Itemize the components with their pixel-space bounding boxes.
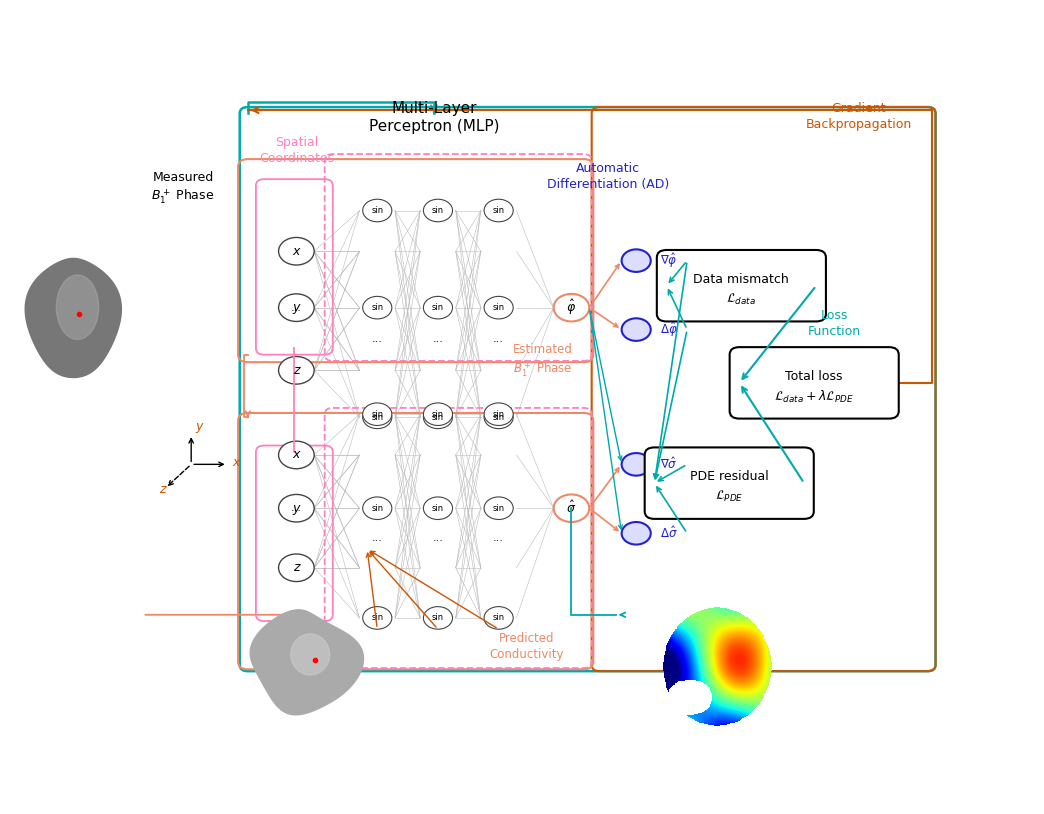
Circle shape	[362, 497, 392, 519]
Text: Automatic
Differentiation (AD): Automatic Differentiation (AD)	[547, 161, 669, 190]
Polygon shape	[56, 275, 98, 339]
Text: z: z	[293, 364, 300, 377]
Text: sin: sin	[432, 413, 444, 422]
Polygon shape	[251, 610, 363, 715]
Text: z: z	[293, 562, 300, 574]
Circle shape	[279, 357, 314, 384]
Text: sin: sin	[432, 409, 444, 418]
Circle shape	[279, 554, 314, 581]
Text: $\mathcal{L}_{PDE}$: $\mathcal{L}_{PDE}$	[715, 489, 743, 505]
Text: ...: ...	[372, 533, 383, 543]
Circle shape	[484, 497, 514, 519]
Circle shape	[553, 494, 589, 522]
Text: y: y	[292, 501, 300, 514]
Circle shape	[279, 441, 314, 469]
Text: $z$: $z$	[159, 484, 168, 497]
FancyBboxPatch shape	[730, 347, 899, 418]
Text: x: x	[292, 449, 300, 462]
Text: $\nabla\hat{\varphi}$: $\nabla\hat{\varphi}$	[661, 252, 678, 270]
Circle shape	[362, 403, 392, 426]
Text: ...: ...	[493, 334, 504, 344]
Text: sin: sin	[372, 504, 383, 513]
Text: x: x	[292, 245, 300, 258]
Text: ...: ...	[432, 533, 444, 543]
Text: y: y	[292, 301, 300, 314]
Text: sin: sin	[493, 303, 504, 312]
Circle shape	[484, 606, 514, 629]
Circle shape	[621, 522, 650, 545]
Circle shape	[362, 199, 392, 221]
Text: $\hat{\sigma}$: $\hat{\sigma}$	[566, 500, 576, 516]
Text: sin: sin	[493, 409, 504, 418]
Circle shape	[484, 199, 514, 221]
Text: Multi-Layer
Perceptron (MLP): Multi-Layer Perceptron (MLP)	[369, 101, 499, 134]
Circle shape	[424, 606, 452, 629]
Text: $\mathcal{L}_{data}$: $\mathcal{L}_{data}$	[727, 292, 756, 307]
Circle shape	[484, 403, 514, 426]
Text: Estimated
$B_1^+$ Phase: Estimated $B_1^+$ Phase	[514, 343, 573, 379]
Circle shape	[424, 497, 452, 519]
Circle shape	[279, 238, 314, 265]
Circle shape	[362, 296, 392, 319]
Polygon shape	[25, 258, 121, 378]
Text: sin: sin	[432, 614, 444, 623]
Circle shape	[424, 403, 452, 426]
Circle shape	[621, 318, 650, 341]
Text: ...: ...	[291, 503, 302, 513]
Text: sin: sin	[372, 206, 383, 215]
FancyBboxPatch shape	[657, 250, 826, 322]
Text: ...: ...	[432, 334, 444, 344]
Text: $\mathcal{L}_{data} + \lambda\mathcal{L}_{PDE}$: $\mathcal{L}_{data} + \lambda\mathcal{L}…	[775, 388, 854, 405]
Circle shape	[621, 453, 650, 475]
Text: sin: sin	[432, 303, 444, 312]
Text: sin: sin	[432, 206, 444, 215]
Circle shape	[362, 606, 392, 629]
Text: sin: sin	[372, 413, 383, 422]
Text: sin: sin	[493, 504, 504, 513]
FancyBboxPatch shape	[645, 448, 813, 519]
Circle shape	[553, 294, 589, 322]
Text: Data mismatch: Data mismatch	[693, 273, 789, 286]
Text: $\Delta\hat{\sigma}$: $\Delta\hat{\sigma}$	[661, 525, 679, 541]
Text: ...: ...	[493, 533, 504, 543]
Text: sin: sin	[372, 409, 383, 418]
Circle shape	[424, 296, 452, 319]
Circle shape	[484, 406, 514, 429]
Text: ...: ...	[291, 303, 302, 313]
Text: $y$: $y$	[195, 421, 205, 435]
Text: $\nabla\hat{\sigma}$: $\nabla\hat{\sigma}$	[661, 457, 679, 472]
Text: Loss
Function: Loss Function	[808, 309, 861, 338]
Circle shape	[424, 199, 452, 221]
Text: Measured
$B_1^+$ Phase: Measured $B_1^+$ Phase	[151, 171, 215, 207]
Text: $\Delta\hat{\varphi}$: $\Delta\hat{\varphi}$	[661, 320, 679, 339]
Text: sin: sin	[372, 303, 383, 312]
Text: Gradient
Backpropagation: Gradient Backpropagation	[806, 102, 911, 131]
Polygon shape	[291, 634, 330, 675]
Text: sin: sin	[493, 206, 504, 215]
Text: $\hat{\varphi}$: $\hat{\varphi}$	[567, 298, 576, 317]
Text: Spatial
Coordinates: Spatial Coordinates	[259, 137, 334, 165]
Circle shape	[424, 406, 452, 429]
Text: sin: sin	[493, 413, 504, 422]
Text: Total loss: Total loss	[785, 370, 843, 383]
Text: $x$: $x$	[232, 456, 241, 469]
Circle shape	[484, 296, 514, 319]
Text: PDE residual: PDE residual	[690, 470, 768, 484]
Text: sin: sin	[432, 504, 444, 513]
Circle shape	[362, 406, 392, 429]
Circle shape	[279, 294, 314, 322]
Circle shape	[621, 249, 650, 272]
Text: ...: ...	[372, 334, 383, 344]
Text: sin: sin	[493, 614, 504, 623]
Text: Predicted
Conductivity: Predicted Conductivity	[490, 632, 564, 661]
Text: sin: sin	[372, 614, 383, 623]
Circle shape	[279, 494, 314, 522]
